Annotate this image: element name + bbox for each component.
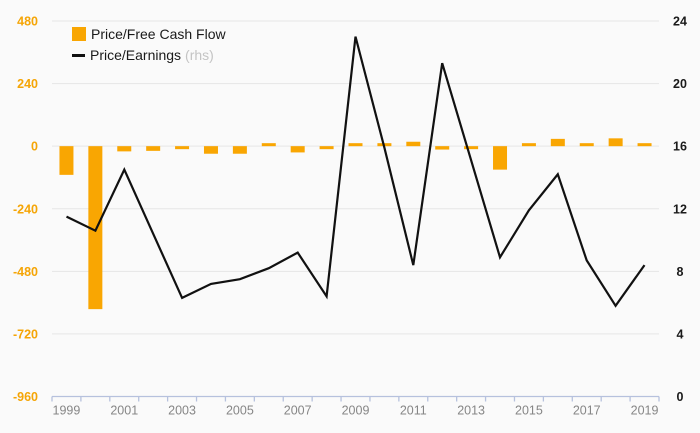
left-axis-label: -240: [13, 202, 38, 216]
left-axis-label: -720: [13, 327, 38, 341]
bar-2019: [637, 143, 652, 147]
x-axis-label: 2003: [168, 404, 196, 418]
bar-2008: [319, 146, 334, 150]
price-earnings-line: [66, 36, 646, 308]
left-axis-label: 0: [31, 140, 38, 154]
x-axis-label: 2013: [457, 404, 485, 418]
legend-label-bar: Price/Free Cash Flow: [91, 26, 226, 42]
bar-2014: [493, 146, 508, 170]
legend: Price/Free Cash Flow Price/Earnings (rhs): [72, 26, 226, 63]
bar-swatch-icon: [72, 27, 86, 41]
left-axis-label: -480: [13, 265, 38, 279]
right-axis-label: 24: [673, 15, 687, 29]
left-axis-label: -960: [13, 390, 38, 404]
right-axis-label: 12: [673, 202, 687, 216]
right-axis-label: 16: [673, 140, 687, 154]
left-axis-label: 240: [17, 77, 38, 91]
legend-item-price-earnings: Price/Earnings (rhs): [72, 47, 226, 63]
bar-2017: [579, 143, 594, 147]
bar-2013: [464, 146, 479, 150]
line-swatch-icon: [72, 53, 85, 57]
right-axis-label: 8: [677, 265, 684, 279]
bar-2004: [203, 146, 218, 154]
bar-2007: [290, 146, 305, 153]
bar-2012: [435, 146, 450, 150]
legend-label-rhs: (rhs): [185, 47, 214, 63]
bar-2011: [406, 141, 421, 147]
x-axis-label: 2007: [284, 404, 312, 418]
right-axis-label: 0: [677, 390, 684, 404]
x-axis-label: 1999: [53, 404, 81, 418]
bar-2016: [550, 138, 565, 147]
bar-2005: [232, 146, 247, 154]
legend-label-line: Price/Earnings (rhs): [90, 47, 214, 63]
bar-2015: [521, 143, 536, 147]
right-axis-label: 20: [673, 77, 687, 91]
bar-2003: [175, 146, 190, 150]
bar-1999: [59, 146, 74, 175]
bar-2000: [88, 146, 103, 310]
bar-2001: [117, 146, 132, 152]
x-axis-label: 2019: [631, 404, 659, 418]
x-axis-label: 2011: [400, 404, 427, 418]
bar-2002: [146, 146, 161, 151]
legend-item-price-free-cash-flow: Price/Free Cash Flow: [72, 26, 226, 42]
x-axis-label: 2017: [573, 404, 601, 418]
bar-2006: [261, 143, 276, 147]
bar-2018: [608, 138, 623, 147]
x-axis-label: 2015: [515, 404, 543, 418]
right-axis-label: 4: [677, 327, 684, 341]
x-axis-label: 2009: [342, 404, 370, 418]
x-axis-label: 2001: [110, 404, 138, 418]
left-axis-label: 480: [17, 15, 38, 29]
x-axis-label: 2005: [226, 404, 254, 418]
bar-2009: [348, 143, 363, 147]
